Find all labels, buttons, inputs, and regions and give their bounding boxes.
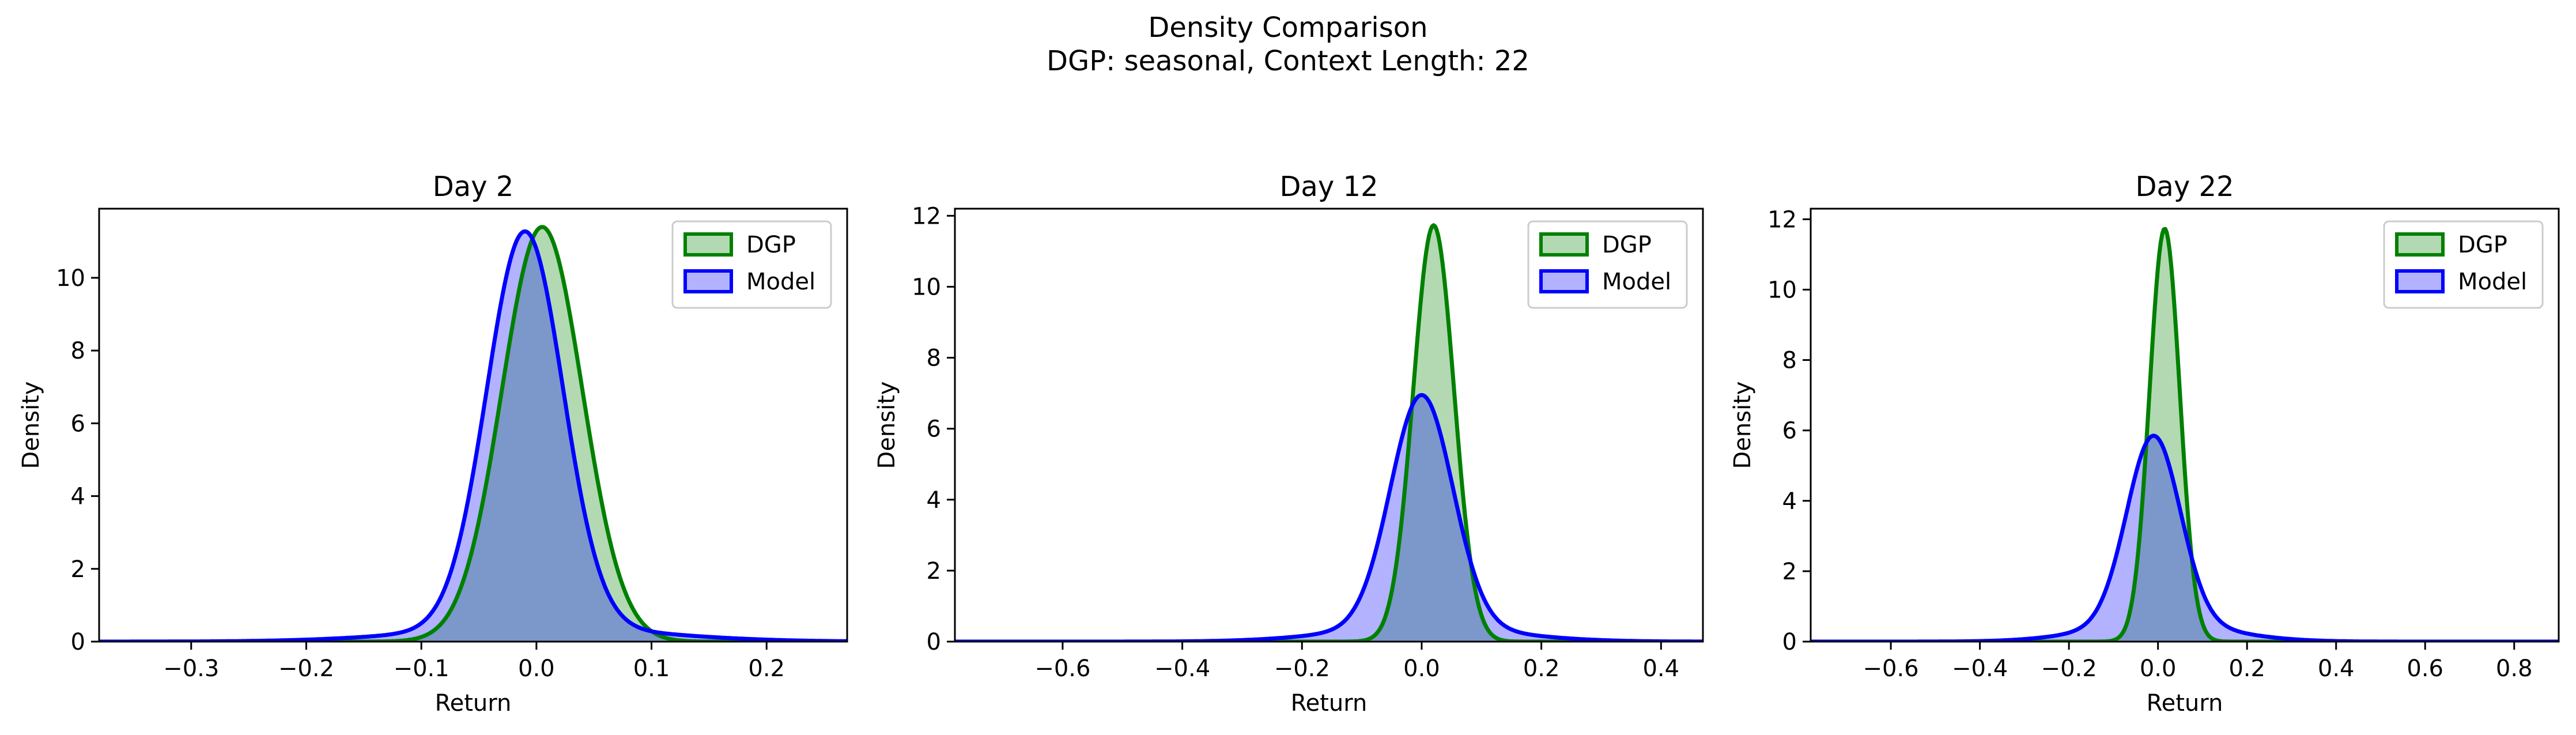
subplot-day-1: −0.6 −0.4 −0.2 0.0 0.2 0.4 0 2 4 6 8 10 12 Day 12 Retu…: [874, 171, 1704, 717]
x-tick-label: −0.4: [1952, 655, 2008, 682]
density-fill-model: [1811, 435, 2559, 642]
y-tick-label: 4: [1782, 488, 1797, 515]
legend: DGP Model: [671, 220, 832, 309]
y-tick-label: 0: [71, 629, 85, 655]
legend-swatch-dgp: [2395, 232, 2445, 257]
x-tick-label: −0.2: [1274, 655, 1330, 682]
y-tick-label: 10: [912, 274, 941, 300]
x-tick-label: −0.2: [2041, 655, 2097, 682]
x-tick-label: 0.0: [518, 655, 555, 682]
y-tick-label: 2: [1782, 559, 1797, 585]
x-tick-label: 0.8: [2496, 655, 2533, 682]
y-axis-label: Density: [18, 381, 44, 469]
axes-frame: [98, 208, 848, 643]
x-tick-label: 0.0: [2140, 655, 2177, 682]
legend: DGP Model: [2383, 220, 2544, 309]
subplot-title: Day 2: [433, 171, 514, 203]
y-tick-label: 6: [927, 416, 941, 443]
y-tick-label: 4: [927, 487, 941, 514]
x-tick-label: 0.4: [2318, 655, 2355, 682]
x-tick-label: 0.2: [748, 655, 785, 682]
y-tick-label: 10: [56, 265, 85, 292]
y-tick-label: 0: [927, 629, 941, 655]
axes-frame: [954, 208, 1704, 643]
y-tick-label: 0: [1782, 629, 1797, 655]
plot-area: [955, 223, 1703, 642]
x-axis-label: Return: [1291, 690, 1368, 717]
legend-swatch-model: [683, 269, 733, 293]
y-tick-label: 8: [71, 338, 85, 364]
y-tick-label: 6: [71, 410, 85, 437]
x-tick-label: 0.1: [633, 655, 670, 682]
density-line-dgp: [1811, 227, 2559, 642]
y-tick-label: 10: [1767, 277, 1797, 303]
x-axis-label: Return: [435, 690, 512, 717]
x-tick-label: −0.3: [163, 655, 219, 682]
legend-label-dgp: DGP: [2458, 232, 2507, 258]
figure-title-line2: DGP: seasonal, Context Length: 22: [1047, 45, 1529, 77]
x-axis-label: Return: [2147, 690, 2223, 717]
y-tick-label: 12: [912, 203, 941, 229]
x-tick-label: 0.2: [1523, 655, 1560, 682]
legend-label-model: Model: [2458, 269, 2527, 295]
density-fill-dgp: [1811, 229, 2559, 642]
density-fill-model: [99, 231, 847, 642]
subplot-title: Day 12: [1279, 171, 1378, 203]
legend-box: [671, 220, 832, 309]
subplot-title: Day 22: [2135, 171, 2234, 203]
x-tick-label: −0.6: [1034, 655, 1090, 682]
legend-swatch-dgp: [683, 232, 733, 257]
legend-swatch-model: [1539, 269, 1589, 293]
legend: DGP Model: [1527, 220, 1688, 309]
y-tick-label: 2: [71, 556, 85, 583]
y-tick-label: 8: [927, 345, 941, 372]
density-line-dgp: [99, 225, 847, 642]
legend-swatch-dgp: [1539, 232, 1589, 257]
subplot-panels: −0.3 −0.2 −0.1 0.0 0.1 0.2 0 2 4 6 8 10 Day 2 Return D…: [18, 171, 2560, 717]
x-tick-label: −0.6: [1863, 655, 1919, 682]
x-tick-label: −0.1: [394, 655, 450, 682]
x-tick-label: −0.4: [1154, 655, 1210, 682]
y-tick-label: 8: [1782, 348, 1797, 374]
x-tick-label: −0.2: [278, 655, 334, 682]
legend-label-model: Model: [746, 269, 815, 295]
density-fill-dgp: [99, 227, 847, 642]
legend-label-dgp: DGP: [746, 232, 796, 258]
legend-label-model: Model: [1602, 269, 1671, 295]
subplot-day-2: −0.6 −0.4 −0.2 0.0 0.2 0.4 0.6 0.8 0 2 4 6 8 10 12 Day …: [1729, 171, 2560, 717]
legend-box: [2383, 220, 2544, 309]
legend-label-dgp: DGP: [1602, 232, 1652, 258]
y-tick-label: 6: [1782, 418, 1797, 444]
subplot-day-0: −0.3 −0.2 −0.1 0.0 0.1 0.2 0 2 4 6 8 10 Day 2 Return D…: [18, 171, 848, 717]
figure-title-line1: Density Comparison: [1148, 12, 1427, 44]
x-tick-label: 0.6: [2407, 655, 2443, 682]
y-tick-label: 12: [1767, 206, 1797, 233]
axes-frame: [1810, 208, 2560, 643]
legend-swatch-model: [2395, 269, 2445, 293]
x-tick-label: 0.0: [1403, 655, 1440, 682]
x-tick-label: 0.4: [1642, 655, 1679, 682]
density-line-model: [955, 393, 1703, 642]
y-axis-label: Density: [874, 381, 900, 469]
x-tick-label: 0.2: [2228, 655, 2265, 682]
legend-box: [1527, 220, 1688, 309]
y-tick-label: 2: [927, 558, 941, 585]
y-axis-label: Density: [1729, 381, 1756, 469]
y-tick-label: 4: [71, 484, 85, 510]
